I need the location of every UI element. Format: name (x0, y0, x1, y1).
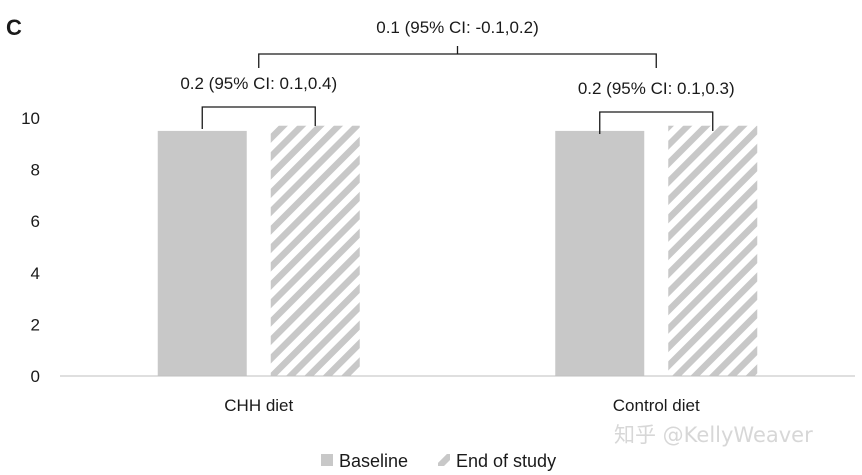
within-group-annotation: 0.2 (95% CI: 0.1,0.3) (578, 79, 735, 98)
y-tick-label: 6 (31, 212, 40, 231)
bars (157, 125, 758, 377)
x-category-label: Control diet (613, 396, 700, 415)
panel-label: C (6, 15, 22, 40)
y-tick-label: 0 (31, 367, 40, 386)
legend-label: End of study (456, 451, 556, 471)
within-group-bracket (201, 106, 316, 129)
bar-end-of-study (668, 125, 758, 377)
y-tick-label: 4 (31, 264, 40, 283)
legend-swatch (438, 454, 450, 466)
within-group-bracket (599, 111, 714, 134)
legend: Baseline End of study (321, 451, 556, 471)
y-axis: 0 2 4 6 8 10 (21, 109, 40, 386)
x-axis-categories: CHH diet Control diet (224, 396, 700, 415)
bar-baseline (157, 130, 247, 376)
y-tick-label: 10 (21, 109, 40, 128)
comparison-brackets: 0.2 (95% CI: 0.1,0.4) 0.2 (95% CI: 0.1,0.… (180, 18, 735, 134)
legend-label: Baseline (339, 451, 408, 471)
within-group-annotation: 0.2 (95% CI: 0.1,0.4) (180, 74, 337, 93)
y-tick-label: 2 (31, 315, 40, 334)
bar-end-of-study (270, 125, 360, 377)
between-group-bracket (258, 53, 657, 68)
x-category-label: CHH diet (224, 396, 293, 415)
legend-swatch (321, 454, 333, 466)
bar-baseline (555, 130, 645, 376)
watermark: 知乎 @KellyWeaver (614, 423, 813, 447)
y-tick-label: 8 (31, 161, 40, 180)
between-group-annotation: 0.1 (95% CI: -0.1,0.2) (376, 18, 539, 37)
